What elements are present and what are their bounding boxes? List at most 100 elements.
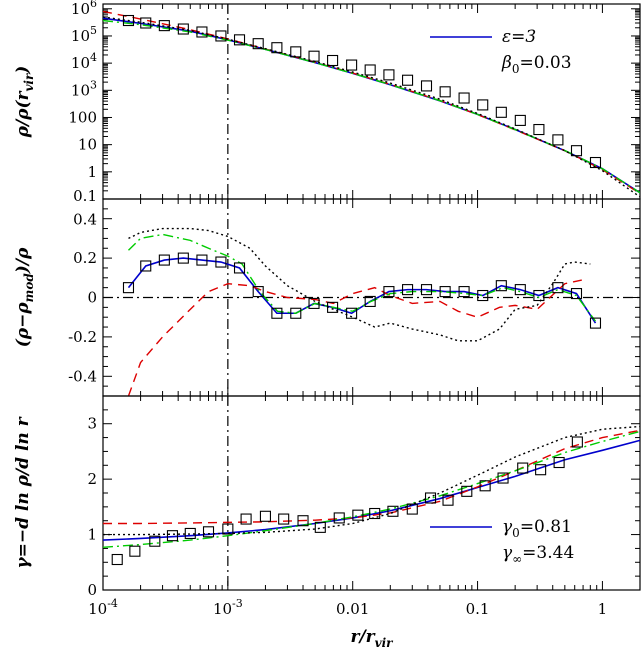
series-group	[103, 425, 640, 566]
panel-middle: 0.4 0.2 0 -0.2 -0.4	[68, 198, 641, 397]
panel-top: 106 105 104 103 100 10 1 0.1 ε=3 β0=0.03	[68, 0, 641, 205]
series-line-dashdot	[103, 19, 640, 194]
x-tick-label: 10-3	[213, 597, 243, 618]
data-point	[252, 38, 264, 50]
data-point	[314, 521, 326, 533]
data-point	[479, 480, 491, 492]
data-point	[297, 515, 309, 527]
x-tick-label: 1	[598, 600, 608, 618]
data-point	[177, 252, 189, 264]
series-line-dotted	[128, 227, 591, 342]
legend-entry: ε=3	[502, 27, 536, 47]
y-tick-label: 103	[71, 78, 97, 99]
data-point	[570, 145, 583, 157]
y-axis-label: ρ/ρ(rvir)	[13, 66, 36, 139]
data-point	[406, 503, 418, 515]
legend: γ0=0.81 γ∞=3.44	[430, 517, 574, 566]
series-line-dotted	[103, 425, 640, 536]
plot-frame	[102, 3, 641, 200]
data-point	[271, 307, 283, 319]
data-point	[346, 307, 358, 319]
y-axis-label: γ=−d ln ρ/d ln r	[13, 416, 33, 568]
data-point	[140, 17, 152, 29]
data-point	[177, 23, 189, 35]
series-line-dashed	[103, 10, 640, 195]
data-point	[439, 86, 451, 98]
y-tick-label: 10	[78, 136, 97, 154]
series-line-dashdot	[128, 233, 597, 322]
data-point	[535, 464, 547, 476]
legend-annotation: β0=0.03	[501, 53, 572, 76]
data-point	[240, 513, 252, 525]
data-point	[346, 59, 358, 71]
data-point	[514, 284, 526, 296]
legend: ε=3 β0=0.03	[430, 27, 572, 76]
data-point	[533, 123, 545, 136]
data-point	[517, 462, 529, 474]
y-tick-label: 104	[71, 51, 97, 72]
y-tick-label: 0	[87, 581, 97, 599]
data-point	[158, 20, 170, 32]
legend-entry: γ0=0.81	[502, 517, 572, 540]
data-point	[184, 527, 196, 540]
data-point	[364, 295, 376, 307]
series-group	[122, 227, 602, 396]
data-point	[458, 286, 470, 298]
data-point	[271, 42, 283, 54]
y-tick-label: 3	[87, 415, 97, 433]
data-point	[552, 134, 564, 146]
x-axis-label: r/rvir	[351, 627, 395, 650]
series-line-dashed	[127, 279, 584, 396]
data-point	[458, 92, 470, 104]
y-tick-label: 100	[68, 108, 97, 126]
data-point	[327, 54, 339, 67]
data-point	[571, 436, 583, 448]
data-point	[477, 289, 489, 302]
y-tick-label: -0.2	[68, 328, 97, 346]
data-point	[166, 530, 179, 542]
data-point	[495, 106, 507, 118]
series-line-solid	[127, 257, 597, 324]
data-point	[387, 505, 399, 517]
data-point	[420, 284, 433, 296]
data-point	[497, 472, 509, 484]
y-tick-label: 0	[87, 289, 97, 307]
data-point	[352, 509, 364, 521]
data-point	[495, 280, 507, 292]
data-point	[122, 14, 135, 27]
x-tick-label: 10-4	[88, 597, 118, 618]
series-line-dotted	[103, 16, 640, 198]
data-point	[477, 99, 489, 111]
data-point	[129, 545, 141, 557]
data-point	[259, 510, 271, 522]
data-point	[290, 307, 302, 319]
data-point	[514, 114, 526, 126]
data-point	[589, 317, 602, 329]
data-point	[333, 512, 345, 524]
data-point	[158, 254, 170, 266]
x-tick-label: 0.1	[466, 600, 490, 618]
data-point	[196, 26, 208, 38]
data-point	[308, 50, 320, 62]
data-point	[402, 284, 414, 296]
series-line-solid	[103, 439, 640, 541]
data-point	[327, 301, 339, 313]
y-tick-label: 0.2	[73, 249, 97, 267]
data-point	[308, 297, 320, 309]
data-point	[461, 485, 473, 497]
y-axis-label: (ρ−ρmod)/ρ	[13, 247, 36, 347]
data-point	[364, 64, 376, 76]
y-tick-label: 106	[71, 0, 97, 18]
data-point	[424, 492, 437, 504]
panels: 1061051041031001010.1ε=3β0=0.030.40.20-0…	[68, 0, 641, 618]
series-line-solid	[103, 17, 640, 194]
data-point	[233, 34, 246, 46]
data-point	[202, 526, 215, 538]
y-tick-label: 2	[87, 470, 97, 488]
data-point	[439, 286, 451, 298]
data-point	[290, 46, 302, 58]
series-line-dashdot	[103, 430, 640, 549]
data-point	[149, 535, 161, 547]
data-point	[122, 282, 135, 294]
